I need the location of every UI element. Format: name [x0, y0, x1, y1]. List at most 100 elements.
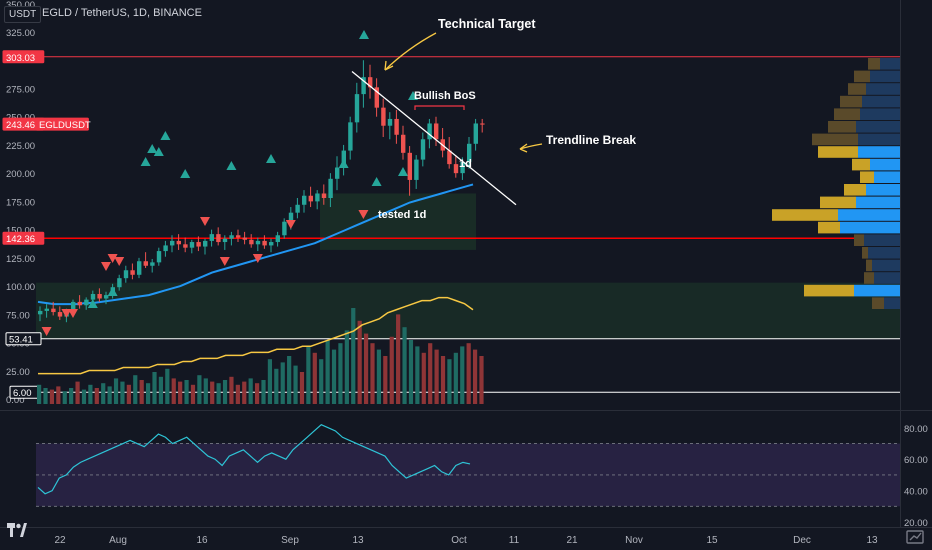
volume-profile-bar [818, 221, 840, 234]
volume-bar [165, 368, 170, 404]
price-tick-label: 350.00 [6, 0, 35, 11]
demand-zone-lower [36, 282, 900, 339]
price-tick-label: 75.00 [6, 310, 30, 321]
candle-body [44, 308, 49, 311]
volume-bar [222, 380, 228, 404]
volume-profile-bar [828, 121, 856, 133]
volume-bar [37, 384, 42, 404]
volume-bar [357, 320, 362, 404]
volume-bar [56, 386, 61, 404]
candle-body [473, 123, 478, 144]
volume-profile-bar [840, 221, 900, 234]
volume-profile-bar [858, 133, 900, 146]
volume-bar [319, 359, 324, 404]
volume-profile-bar [862, 247, 868, 259]
volume-bar [197, 375, 202, 404]
volume-profile-bar [866, 259, 872, 272]
candle-body [288, 212, 294, 222]
volume-ma-line [38, 296, 474, 375]
volume-bar [306, 346, 311, 404]
candle-body [71, 301, 76, 311]
candle-body [315, 193, 320, 202]
volume-bar [428, 343, 433, 404]
price-tick-label: 225.00 [6, 141, 35, 152]
volume-profile-bar [864, 234, 900, 246]
candle-body [374, 87, 379, 108]
signal-triangle-up [266, 154, 276, 163]
signal-triangle-down [219, 257, 230, 266]
volume-bar [460, 346, 465, 404]
volume-profile-bar [874, 171, 900, 183]
volume-profile-bar [884, 297, 900, 309]
volume-bar [440, 356, 446, 404]
volume-bar [396, 314, 401, 404]
signal-triangle-up [226, 161, 237, 170]
candle-body [255, 240, 261, 245]
candle-body [156, 251, 162, 263]
time-tick-label: 13 [866, 535, 878, 546]
volume-bar [421, 352, 426, 404]
volume-bar [171, 378, 176, 404]
volume-profile-bar [860, 171, 874, 183]
volume-bar [325, 340, 330, 404]
candle-body [275, 235, 280, 243]
signal-triangle-down [41, 327, 52, 336]
candle-body [368, 77, 373, 88]
signal-triangle-down [61, 309, 72, 318]
candle-body [361, 77, 366, 95]
signal-triangle-up [398, 167, 408, 176]
candle-body [189, 242, 195, 248]
volume-bar [184, 380, 189, 404]
candle-body [90, 293, 96, 300]
signal-triangle-up [160, 131, 171, 140]
annotation-1d: 1d [459, 158, 472, 170]
rsi-line [37, 424, 471, 495]
candle-body [420, 139, 426, 160]
candle-body [341, 150, 346, 168]
volume-profile-bar [818, 146, 858, 158]
volume-bar [254, 383, 260, 404]
volume-bar [94, 388, 99, 404]
volume-bar [434, 349, 439, 404]
volume-bar [69, 388, 74, 404]
signal-triangle-down [200, 217, 210, 226]
price-label-badge [2, 50, 45, 64]
volume-bar [274, 368, 279, 404]
price-tick-label: 200.00 [6, 169, 35, 180]
volume-profile-bar [848, 83, 866, 95]
volume-profile-bar [880, 58, 900, 70]
signal-triangle-up [359, 30, 369, 39]
annotation-arrowhead [519, 143, 528, 153]
price-tick-label: 0.00 [6, 395, 25, 406]
volume-bar [49, 389, 55, 404]
volume-bar [152, 372, 157, 404]
volume-bar [190, 384, 196, 404]
price-tick-label: 325.00 [6, 28, 35, 39]
volume-bar [466, 343, 471, 404]
candle-body [150, 262, 155, 266]
currency-badge[interactable]: USDT [4, 6, 42, 23]
volume-profile-bar [820, 196, 856, 209]
volume-bar [261, 380, 266, 404]
volume-bar [139, 380, 144, 404]
volume-bar [133, 375, 138, 404]
price-tick-label: 175.00 [6, 197, 35, 208]
chart-settings-icon[interactable] [905, 528, 925, 546]
volume-bar [113, 378, 119, 404]
signal-triangle-up [180, 169, 191, 178]
candle-body [381, 107, 386, 126]
candle-body [176, 240, 181, 245]
volume-bar [178, 381, 183, 404]
candle-body [295, 204, 300, 213]
candle-body [354, 94, 360, 123]
tradingview-logo-icon[interactable] [6, 520, 28, 540]
volume-bar [415, 346, 420, 404]
candle-body [137, 261, 142, 275]
volume-profile-bar [838, 209, 900, 221]
candle-body [183, 244, 188, 248]
volume-bar [43, 388, 48, 404]
volume-bar [312, 352, 317, 404]
candle-body [348, 122, 353, 151]
volume-bar [75, 381, 80, 404]
